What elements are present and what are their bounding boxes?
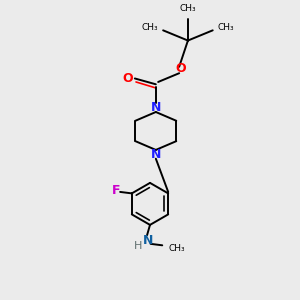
Text: O: O <box>123 72 134 85</box>
Text: CH₃: CH₃ <box>218 23 235 32</box>
Text: CH₃: CH₃ <box>169 244 186 253</box>
Text: CH₃: CH₃ <box>141 23 158 32</box>
Text: CH₃: CH₃ <box>180 4 196 14</box>
Text: N: N <box>151 148 161 161</box>
Text: O: O <box>175 62 186 75</box>
Text: N: N <box>151 101 161 114</box>
Text: N: N <box>142 234 153 248</box>
Text: F: F <box>112 184 120 197</box>
Text: H: H <box>134 241 142 251</box>
